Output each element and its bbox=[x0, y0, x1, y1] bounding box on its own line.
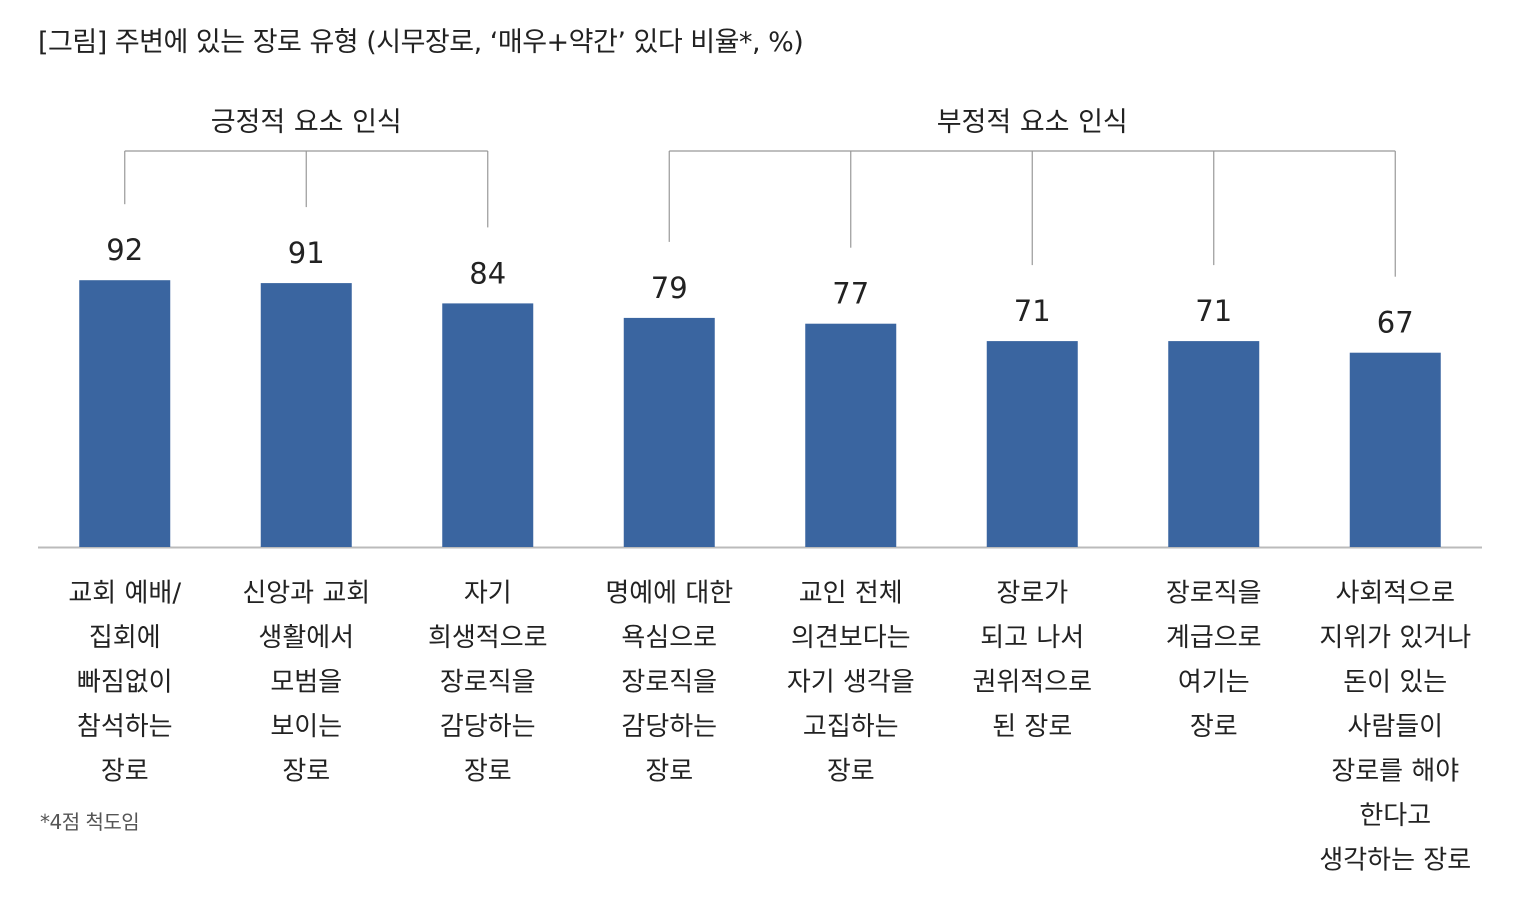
bar bbox=[79, 280, 171, 547]
category-label: 교인 전체 bbox=[799, 579, 903, 609]
category-label: 모범을 bbox=[270, 668, 342, 698]
category-label: 희생적으로 bbox=[428, 623, 548, 653]
data-label: 91 bbox=[288, 236, 325, 270]
category-label: 장로직을 bbox=[1166, 579, 1262, 609]
category-label: 명예에 대한 bbox=[605, 579, 733, 609]
footnote: *4점 척도임 bbox=[40, 810, 140, 834]
category-label: 여기는 bbox=[1178, 668, 1250, 698]
category-label: 감당하는 bbox=[440, 712, 536, 742]
category-label: 장로 bbox=[827, 757, 875, 787]
category-label: 계급으로 bbox=[1166, 623, 1262, 653]
group-label: 부정적 요소 인식 bbox=[937, 107, 1128, 138]
bar bbox=[1168, 341, 1260, 547]
bar bbox=[260, 283, 352, 547]
category-label: 장로 bbox=[645, 757, 693, 787]
category-label: 집회에 bbox=[89, 623, 161, 653]
category-label: 자기 생각을 bbox=[787, 668, 915, 698]
category-label: 장로직을 bbox=[621, 668, 717, 698]
data-label: 71 bbox=[1195, 294, 1232, 328]
data-label: 67 bbox=[1377, 306, 1414, 340]
category-label: 보이는 bbox=[270, 712, 342, 742]
bar bbox=[442, 303, 534, 547]
category-label: 장로직을 bbox=[440, 668, 536, 698]
category-label: 신앙과 교회 bbox=[242, 579, 370, 609]
category-label: 생활에서 bbox=[258, 623, 354, 653]
data-label: 84 bbox=[469, 256, 506, 290]
group-label: 긍정적 요소 인식 bbox=[211, 107, 402, 138]
category-label: 장로를 해야 bbox=[1331, 757, 1459, 787]
data-label: 77 bbox=[832, 277, 869, 311]
category-label: 감당하는 bbox=[621, 712, 717, 742]
bar bbox=[623, 317, 715, 547]
category-label: 된 장로 bbox=[992, 712, 1072, 742]
category-label: 자기 bbox=[464, 579, 512, 609]
category-label: 사회적으로 bbox=[1335, 579, 1455, 609]
data-label: 92 bbox=[106, 233, 143, 267]
category-label: 장로 bbox=[282, 757, 330, 787]
category-label: 되고 나서 bbox=[980, 623, 1084, 653]
category-label: 생각하는 장로 bbox=[1319, 846, 1471, 876]
category-label: 장로 bbox=[464, 757, 512, 787]
category-label: 한다고 bbox=[1359, 801, 1431, 831]
category-label: 장로 bbox=[101, 757, 149, 787]
category-label: 사람들이 bbox=[1347, 712, 1443, 742]
category-label: 돈이 있는 bbox=[1343, 668, 1447, 698]
category-label: 장로가 bbox=[996, 579, 1068, 609]
category-label: 지위가 있거나 bbox=[1319, 623, 1471, 653]
bar bbox=[986, 341, 1078, 547]
category-label: 욕심으로 bbox=[621, 623, 717, 653]
data-label: 71 bbox=[1014, 294, 1051, 328]
bar bbox=[1349, 352, 1441, 547]
bar bbox=[805, 323, 897, 547]
category-label: 빠짐없이 bbox=[77, 668, 173, 698]
category-label: 장로 bbox=[1190, 712, 1238, 742]
category-label: 참석하는 bbox=[77, 712, 173, 742]
category-label: 권위적으로 bbox=[972, 668, 1092, 698]
category-label: 교회 예배/ bbox=[68, 579, 181, 609]
chart-title: [그림] 주변에 있는 장로 유형 (시무장로, ‘매우+약간’ 있다 비율*,… bbox=[38, 27, 804, 58]
data-label: 79 bbox=[651, 271, 688, 305]
category-label: 의견보다는 bbox=[791, 623, 911, 653]
category-label: 고집하는 bbox=[803, 712, 899, 742]
